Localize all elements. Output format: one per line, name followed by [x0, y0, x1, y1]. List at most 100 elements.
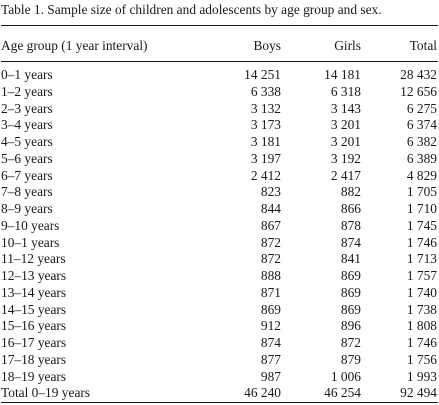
table-caption: Table 1. Sample size of children and ado… — [1, 2, 382, 17]
cell-girls: 3 143 — [330, 100, 361, 116]
cell-age-group: 6–7 years — [1, 167, 53, 183]
cell-girls: 3 201 — [330, 134, 361, 149]
cell-total: 92 494 — [400, 385, 437, 401]
cell-girls: 874 — [340, 234, 361, 250]
cell-age-group: 13–14 years — [1, 284, 67, 300]
cell-boys: 3 181 — [250, 134, 281, 149]
cell-age-group: 16–17 years — [1, 335, 67, 350]
cell-girls: 896 — [340, 318, 361, 334]
cell-girls: 14 181 — [324, 67, 361, 82]
cell-total: 1 740 — [406, 284, 437, 300]
cell-total: 1 757 — [406, 268, 437, 283]
cell-total: 1 713 — [406, 251, 437, 267]
cell-total: 6 275 — [406, 100, 437, 116]
cell-age-group: 18–19 years — [1, 368, 67, 384]
cell-total: 6 389 — [406, 150, 437, 166]
cell-girls: 882 — [340, 184, 361, 200]
cell-girls: 869 — [340, 268, 361, 283]
cell-age-group: 1–2 years — [1, 83, 53, 99]
table-row: Total 0–19 years 46 240 46 254 92 494 — [1, 385, 438, 402]
table-row: 4–5 years 3 181 3 201 6 382 — [1, 134, 438, 151]
cell-boys: 14 251 — [244, 67, 281, 82]
cell-age-group: 9–10 years — [1, 217, 60, 233]
cell-age-group: Total 0–19 years — [1, 385, 91, 401]
cell-total: 1 808 — [406, 318, 437, 334]
cell-girls: 872 — [340, 335, 361, 350]
cell-age-group: 14–15 years — [1, 301, 67, 317]
cell-age-group: 12–13 years — [1, 268, 67, 283]
cell-age-group: 5–6 years — [1, 150, 53, 166]
cell-total: 1 738 — [406, 301, 437, 317]
cell-girls: 878 — [340, 217, 361, 233]
cell-boys: 874 — [260, 335, 281, 350]
cell-boys: 869 — [260, 301, 281, 317]
table-bottom-rule — [1, 402, 438, 404]
table-row: 10–1 years 872 874 1 746 — [1, 235, 438, 252]
cell-girls: 869 — [340, 284, 361, 300]
table-top-rule — [1, 25, 438, 27]
table-row: 9–10 years 867 878 1 745 — [1, 218, 438, 235]
cell-girls: 3 201 — [330, 117, 361, 133]
table-row: 1–2 years 6 338 6 318 12 656 — [1, 84, 438, 101]
cell-girls: 841 — [340, 251, 361, 267]
cell-total: 12 656 — [400, 83, 437, 99]
table-header-row: Age group (1 year interval) Boys Girls T… — [1, 38, 438, 54]
cell-boys: 46 240 — [244, 385, 281, 401]
cell-boys: 877 — [260, 351, 281, 367]
cell-total: 1 993 — [406, 368, 437, 384]
cell-total: 1 710 — [406, 201, 437, 216]
cell-boys: 987 — [260, 368, 281, 384]
header-total: Total — [409, 38, 437, 53]
cell-total: 1 746 — [406, 335, 437, 350]
cell-girls: 866 — [340, 201, 361, 216]
cell-boys: 6 338 — [250, 83, 281, 99]
table-row: 16–17 years 874 872 1 746 — [1, 335, 438, 352]
cell-boys: 888 — [260, 268, 281, 283]
cell-age-group: 10–1 years — [1, 234, 60, 250]
cell-girls: 2 417 — [330, 167, 361, 183]
table-row: 14–15 years 869 869 1 738 — [1, 302, 438, 319]
header-girls: Girls — [334, 38, 361, 53]
header-age-group: Age group (1 year interval) — [1, 38, 148, 53]
table-row: 5–6 years 3 197 3 192 6 389 — [1, 151, 438, 168]
cell-total: 1 756 — [406, 351, 437, 367]
table-row: 15–16 years 912 896 1 808 — [1, 318, 438, 335]
cell-age-group: 3–4 years — [1, 117, 53, 133]
cell-girls: 869 — [340, 301, 361, 317]
cell-girls: 879 — [340, 351, 361, 367]
cell-boys: 2 412 — [250, 167, 281, 183]
cell-girls: 46 254 — [324, 385, 361, 401]
table-row: 0–1 years 14 251 14 181 28 432 — [1, 67, 438, 84]
header-boys: Boys — [253, 38, 281, 53]
cell-boys: 3 132 — [250, 100, 281, 116]
cell-total: 1 745 — [406, 217, 437, 233]
table-row: 12–13 years 888 869 1 757 — [1, 268, 438, 285]
cell-age-group: 11–12 years — [1, 251, 66, 267]
cell-total: 28 432 — [400, 67, 437, 82]
table-row: 2–3 years 3 132 3 143 6 275 — [1, 101, 438, 118]
cell-total: 4 829 — [406, 167, 437, 183]
cell-boys: 823 — [260, 184, 281, 200]
cell-total: 6 382 — [406, 134, 437, 149]
cell-boys: 3 173 — [250, 117, 281, 133]
cell-age-group: 8–9 years — [1, 201, 53, 216]
cell-boys: 912 — [260, 318, 281, 334]
cell-girls: 6 318 — [330, 83, 361, 99]
cell-girls: 1 006 — [330, 368, 361, 384]
table-row: 11–12 years 872 841 1 713 — [1, 251, 438, 268]
table-row: 13–14 years 871 869 1 740 — [1, 285, 438, 302]
table-row: 6–7 years 2 412 2 417 4 829 — [1, 168, 438, 185]
cell-age-group: 7–8 years — [1, 184, 53, 200]
cell-girls: 3 192 — [330, 150, 361, 166]
table-row: 18–19 years 987 1 006 1 993 — [1, 369, 438, 386]
cell-age-group: 4–5 years — [1, 134, 53, 149]
table-row: 3–4 years 3 173 3 201 6 374 — [1, 117, 438, 134]
cell-age-group: 0–1 years — [1, 67, 53, 82]
table-header-rule — [1, 61, 438, 62]
cell-total: 6 374 — [406, 117, 437, 133]
table-row: 7–8 years 823 882 1 705 — [1, 184, 438, 201]
cell-boys: 3 197 — [250, 150, 281, 166]
table-row: 8–9 years 844 866 1 710 — [1, 201, 438, 218]
table-body: 0–1 years 14 251 14 181 28 432 1–2 years 6 33… — [1, 67, 438, 402]
